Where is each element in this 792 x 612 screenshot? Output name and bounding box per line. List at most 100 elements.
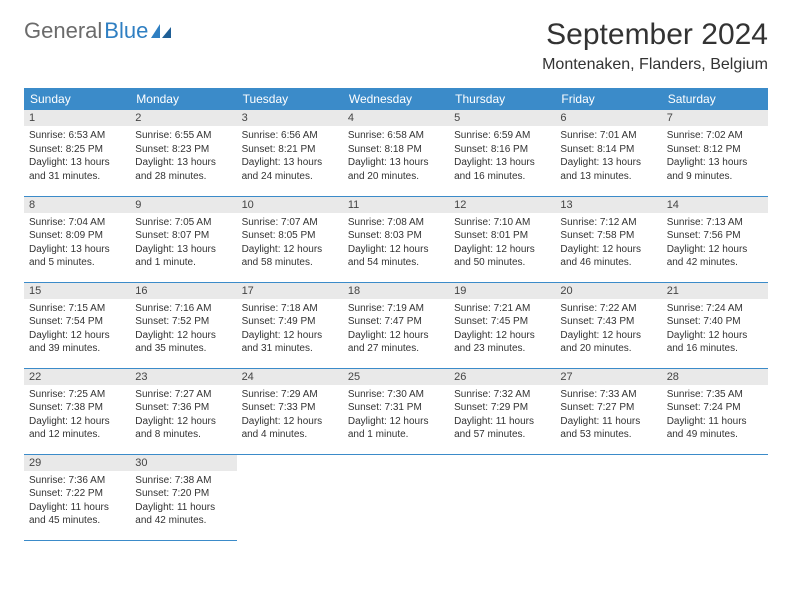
day-number: 30 xyxy=(130,455,236,471)
sunset-text: Sunset: 8:03 PM xyxy=(348,229,444,243)
calendar-cell: 1Sunrise: 6:53 AMSunset: 8:25 PMDaylight… xyxy=(24,110,130,196)
sunset-text: Sunset: 8:14 PM xyxy=(560,143,656,157)
day-number: 14 xyxy=(662,197,768,213)
calendar-cell: 30Sunrise: 7:38 AMSunset: 7:20 PMDayligh… xyxy=(130,454,236,540)
sunset-text: Sunset: 7:24 PM xyxy=(667,401,763,415)
calendar-cell: 5Sunrise: 6:59 AMSunset: 8:16 PMDaylight… xyxy=(449,110,555,196)
calendar-cell: 24Sunrise: 7:29 AMSunset: 7:33 PMDayligh… xyxy=(237,368,343,454)
sunrise-text: Sunrise: 6:59 AM xyxy=(454,129,550,143)
sunset-text: Sunset: 8:21 PM xyxy=(242,143,338,157)
daylight-text: Daylight: 12 hours and 12 minutes. xyxy=(29,415,125,442)
calendar-cell xyxy=(343,454,449,540)
day-number: 21 xyxy=(662,283,768,299)
daylight-text: Daylight: 13 hours and 31 minutes. xyxy=(29,156,125,183)
day-number: 20 xyxy=(555,283,661,299)
sunrise-text: Sunrise: 6:55 AM xyxy=(135,129,231,143)
sunset-text: Sunset: 8:18 PM xyxy=(348,143,444,157)
calendar-cell: 6Sunrise: 7:01 AMSunset: 8:14 PMDaylight… xyxy=(555,110,661,196)
calendar-cell: 3Sunrise: 6:56 AMSunset: 8:21 PMDaylight… xyxy=(237,110,343,196)
daylight-text: Daylight: 13 hours and 9 minutes. xyxy=(667,156,763,183)
day-number: 6 xyxy=(555,110,661,126)
sunset-text: Sunset: 8:25 PM xyxy=(29,143,125,157)
day-body: Sunrise: 6:56 AMSunset: 8:21 PMDaylight:… xyxy=(237,126,343,188)
calendar-cell: 27 Sunrise: 7:33 AMSunset: 7:27 PMDayligh… xyxy=(555,368,661,454)
daylight-text: Daylight: 12 hours and 31 minutes. xyxy=(242,329,338,356)
calendar-cell: 15Sunrise: 7:15 AMSunset: 7:54 PMDayligh… xyxy=(24,282,130,368)
sunrise-text: Sunrise: 7:38 AM xyxy=(135,474,231,488)
daylight-text: Daylight: 11 hours and 49 minutes. xyxy=(667,415,763,442)
calendar-table: SundayMondayTuesdayWednesdayThursdayFrid… xyxy=(24,88,768,541)
sunrise-text: Sunrise: 7:22 AM xyxy=(560,302,656,316)
sunset-text: Sunset: 8:23 PM xyxy=(135,143,231,157)
sunrise-text: Sunrise: 6:56 AM xyxy=(242,129,338,143)
month-title: September 2024 xyxy=(542,18,768,52)
sunset-text: Sunset: 8:05 PM xyxy=(242,229,338,243)
day-number: 7 xyxy=(662,110,768,126)
sunset-text: Sunset: 8:07 PM xyxy=(135,229,231,243)
sunset-text: Sunset: 7:58 PM xyxy=(560,229,656,243)
sunrise-text: Sunrise: 7:10 AM xyxy=(454,216,550,230)
calendar-cell: 9Sunrise: 7:05 AMSunset: 8:07 PMDaylight… xyxy=(130,196,236,282)
daylight-text: Daylight: 12 hours and 35 minutes. xyxy=(135,329,231,356)
daylight-text: Daylight: 13 hours and 24 minutes. xyxy=(242,156,338,183)
calendar-cell: 25Sunrise: 7:30 AMSunset: 7:31 PMDayligh… xyxy=(343,368,449,454)
sunrise-text: Sunrise: 7:08 AM xyxy=(348,216,444,230)
day-body: Sunrise: 7:27 AMSunset: 7:36 PMDaylight:… xyxy=(130,385,236,447)
sunset-text: Sunset: 7:27 PM xyxy=(560,401,656,415)
weekday-header-row: SundayMondayTuesdayWednesdayThursdayFrid… xyxy=(24,88,768,110)
weekday-header: Friday xyxy=(555,88,661,110)
sunset-text: Sunset: 7:33 PM xyxy=(242,401,338,415)
day-body: Sunrise: 7:24 AMSunset: 7:40 PMDaylight:… xyxy=(662,299,768,361)
day-body: Sunrise: 6:53 AMSunset: 8:25 PMDaylight:… xyxy=(24,126,130,188)
calendar-cell: 28Sunrise: 7:35 AMSunset: 7:24 PMDayligh… xyxy=(662,368,768,454)
day-body: Sunrise: 7:30 AMSunset: 7:31 PMDaylight:… xyxy=(343,385,449,447)
day-number: 27 xyxy=(555,369,661,385)
daylight-text: Daylight: 11 hours and 57 minutes. xyxy=(454,415,550,442)
daylight-text: Daylight: 11 hours and 42 minutes. xyxy=(135,501,231,528)
daylight-text: Daylight: 11 hours and 53 minutes. xyxy=(560,415,656,442)
calendar-week-row: 22Sunrise: 7:25 AMSunset: 7:38 PMDayligh… xyxy=(24,368,768,454)
calendar-cell: 23Sunrise: 7:27 AMSunset: 7:36 PMDayligh… xyxy=(130,368,236,454)
calendar-cell xyxy=(449,454,555,540)
daylight-text: Daylight: 12 hours and 16 minutes. xyxy=(667,329,763,356)
day-number: 5 xyxy=(449,110,555,126)
sunrise-text: Sunrise: 7:25 AM xyxy=(29,388,125,402)
sunrise-text: Sunrise: 7:29 AM xyxy=(242,388,338,402)
daylight-text: Daylight: 12 hours and 39 minutes. xyxy=(29,329,125,356)
day-number: 2 xyxy=(130,110,236,126)
sunset-text: Sunset: 8:09 PM xyxy=(29,229,125,243)
sunrise-text: Sunrise: 7:07 AM xyxy=(242,216,338,230)
sunrise-text: Sunrise: 6:53 AM xyxy=(29,129,125,143)
day-number: 9 xyxy=(130,197,236,213)
sunset-text: Sunset: 7:52 PM xyxy=(135,315,231,329)
daylight-text: Daylight: 13 hours and 5 minutes. xyxy=(29,243,125,270)
calendar-cell: 14 Sunrise: 7:13 AMSunset: 7:56 PMDayligh… xyxy=(662,196,768,282)
sunset-text: Sunset: 7:56 PM xyxy=(667,229,763,243)
sunrise-text: Sunrise: 7:04 AM xyxy=(29,216,125,230)
sunrise-text: Sunrise: 7:13 AM xyxy=(667,216,763,230)
day-number: 18 xyxy=(343,283,449,299)
day-number: 16 xyxy=(130,283,236,299)
daylight-text: Daylight: 12 hours and 54 minutes. xyxy=(348,243,444,270)
daylight-text: Daylight: 13 hours and 13 minutes. xyxy=(560,156,656,183)
day-body: Sunrise: 7:29 AMSunset: 7:33 PMDaylight:… xyxy=(237,385,343,447)
calendar-cell: 8Sunrise: 7:04 AMSunset: 8:09 PMDaylight… xyxy=(24,196,130,282)
sunrise-text: Sunrise: 7:33 AM xyxy=(560,388,656,402)
day-body: Sunrise: 7:38 AMSunset: 7:20 PMDaylight:… xyxy=(130,471,236,533)
calendar-cell: 10Sunrise: 7:07 AMSunset: 8:05 PMDayligh… xyxy=(237,196,343,282)
title-block: September 2024 Montenaken, Flanders, Bel… xyxy=(542,18,768,74)
daylight-text: Daylight: 12 hours and 46 minutes. xyxy=(560,243,656,270)
daylight-text: Daylight: 12 hours and 42 minutes. xyxy=(667,243,763,270)
calendar-week-row: 29Sunrise: 7:36 AMSunset: 7:22 PMDayligh… xyxy=(24,454,768,540)
sunrise-text: Sunrise: 7:27 AM xyxy=(135,388,231,402)
calendar-body: 1Sunrise: 6:53 AMSunset: 8:25 PMDaylight… xyxy=(24,110,768,540)
sunrise-text: Sunrise: 6:58 AM xyxy=(348,129,444,143)
sunset-text: Sunset: 7:45 PM xyxy=(454,315,550,329)
day-body: Sunrise: 6:58 AMSunset: 8:18 PMDaylight:… xyxy=(343,126,449,188)
day-body: Sunrise: 7:25 AMSunset: 7:38 PMDaylight:… xyxy=(24,385,130,447)
sunrise-text: Sunrise: 7:24 AM xyxy=(667,302,763,316)
weekday-header: Tuesday xyxy=(237,88,343,110)
calendar-cell: 26Sunrise: 7:32 AMSunset: 7:29 PMDayligh… xyxy=(449,368,555,454)
sunset-text: Sunset: 7:20 PM xyxy=(135,487,231,501)
daylight-text: Daylight: 12 hours and 58 minutes. xyxy=(242,243,338,270)
